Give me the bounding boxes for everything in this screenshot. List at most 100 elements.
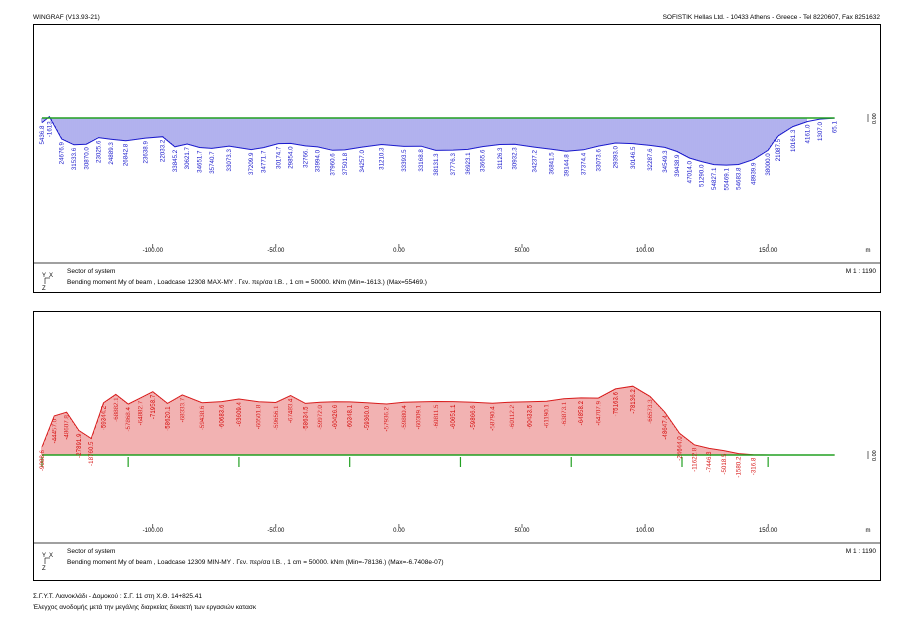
xaxis-unit-label: m [866,248,871,254]
value-label: -64882.7 [138,400,145,425]
value-label: 23638.9 [142,141,149,164]
value-label: 30932.3 [512,147,519,170]
value-label: 30174.7 [275,146,282,169]
value-label: 37209.9 [248,152,255,175]
value-label: 37776.3 [450,153,457,176]
value-label: -60501.8 [256,404,263,429]
value-label: -60683.6 [219,404,226,429]
value-label: -9088.6 [39,449,46,471]
axis-glyph-y: Y [42,553,46,559]
value-label: -5018.5 [721,453,728,475]
value-label: 39438.9 [674,154,681,177]
value-label: 5436.8 [39,125,46,144]
xtick-label: -50.00 [267,248,285,254]
value-label: -60811.5 [433,404,440,429]
xtick-label: 0.00 [393,248,405,254]
chart-min-moment: -9088.6 -44457.0 -48607.8 -27891.9 -18760.5 -… [34,385,880,572]
value-label: -59344.2 [101,405,108,430]
value-label: -58634.5 [302,406,309,431]
value-label: 21087.5 [775,138,782,161]
value-label: -27891.9 [76,433,83,458]
axis-glyph-y: Y [42,273,46,279]
value-label: -7446.3 [706,451,713,473]
value-label: 36841.5 [549,152,556,175]
value-label: -59360.0 [364,405,371,430]
value-label: 1307.0 [817,122,824,141]
value-label: -59438.6 [199,405,206,430]
ytick-label: 0.00 [872,450,878,461]
value-label: -57868.4 [125,407,132,432]
value-label: -48647.4 [662,415,669,440]
value-label: -316.8 [750,457,757,475]
xtick-label: -50.00 [267,528,285,534]
value-label: 31210.3 [379,147,386,170]
value-label: -57936.2 [384,406,391,431]
value-label: 29393.0 [613,145,620,168]
xtick-label: 0.00 [393,528,405,534]
value-label: -66573.3 [647,399,654,424]
value-label: 35740.7 [209,151,216,174]
value-label: 10161.3 [790,129,797,152]
xtick-label: 50.00 [514,248,530,254]
value-label: 48939.9 [750,162,757,185]
xtick-label: -100.00 [143,248,164,254]
moment-curve [41,115,835,166]
xtick-label: 150.00 [759,528,778,534]
xaxis-unit-label: m [866,528,871,534]
value-label: 36923.1 [465,152,472,175]
value-label: 47014.0 [686,160,693,183]
value-label: -67483.4 [288,398,295,423]
value-label: 34237.2 [531,150,538,173]
value-label: 31533.6 [71,147,78,170]
value-label: 55469.1 [723,168,730,191]
xtick-label: -100.00 [143,528,164,534]
value-label: 37960.6 [330,153,337,176]
ytick-label: 0.00 [872,113,878,124]
project-description: Έλεγχος ανοδομής μετά την μεγάλης διαρκε… [33,604,257,611]
value-label: 33845.2 [172,149,179,172]
value-label: 24889.3 [108,142,115,165]
value-label: 4161.0 [805,124,812,143]
value-label: 26842.8 [123,143,130,166]
value-label: -60309.1 [416,404,423,429]
value-label: -60112.2 [509,405,516,430]
value-label: 38000.0 [765,153,772,176]
value-label: 34651.7 [197,150,204,173]
chart-max-moment: 5436.8 -1613. 24676.9 31533.6 30870.0 23025.6… [34,113,880,292]
value-label: -1580.2 [736,456,743,478]
value-label: -59880.4 [401,405,408,430]
value-label: -58620.1 [165,406,172,431]
axis-glyph-z: Z [42,286,46,292]
value-label: 33168.8 [418,149,425,172]
value-label: 38131.3 [433,153,440,176]
app-version-label: WINGRAF (V13.93-21) [33,14,100,21]
value-label: -61190.1 [544,404,551,429]
value-label: -59972.0 [317,405,324,430]
value-label: 33994.0 [315,149,322,172]
value-label: 33393.5 [401,149,408,172]
value-label: -59866.6 [470,405,477,430]
value-label: 30870.0 [83,147,90,170]
value-label: 37501.8 [342,152,349,175]
axis-glyph-x: X [49,553,53,559]
panel-max-moment: 5436.8 -1613. 24676.9 31533.6 30870.0 23025.6… [33,24,881,293]
value-label: -18760.5 [88,441,95,466]
value-label: 31126.3 [497,147,504,169]
value-label: 37374.4 [581,152,588,175]
value-label: -60348.1 [347,404,354,429]
value-label: 30621.7 [184,146,191,169]
sector-label: Sector of system [67,548,115,555]
value-label: 32287.6 [647,148,654,171]
value-label: 32766. [302,149,309,168]
value-label: -64707.9 [595,401,602,426]
project-title: Σ.Γ.Υ.Τ. Λιανοκλάδι - Δομοκού : Σ.Γ. 11 … [33,593,203,600]
value-label: -68333.7 [179,397,186,422]
value-label: 29854.0 [288,146,295,169]
value-label: -60433.5 [526,404,533,429]
value-label: -59656.1 [273,405,280,430]
value-label: -68882.1 [113,397,120,422]
value-label: -71958.7 [150,394,157,419]
value-label: -48607.8 [64,415,71,440]
value-label: -63873.1 [561,401,568,426]
value-label: -78136.2 [630,389,637,414]
